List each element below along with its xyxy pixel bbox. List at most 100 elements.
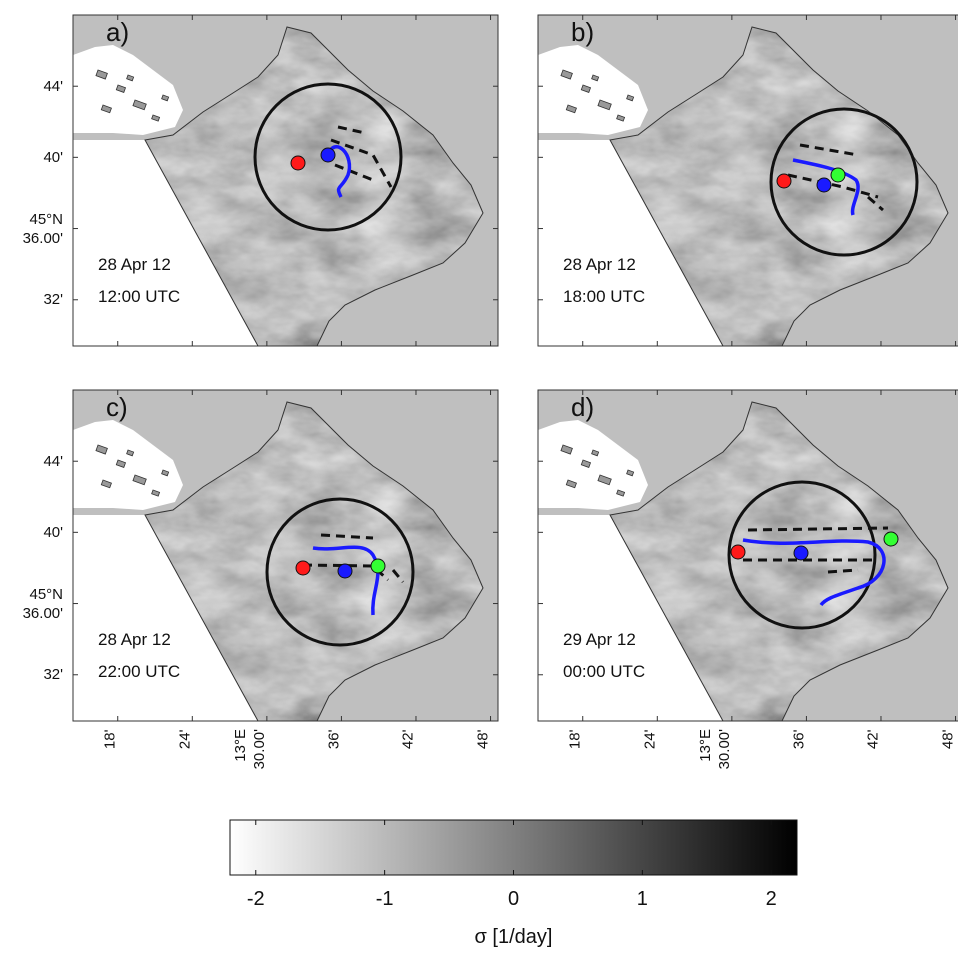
y-tick-label: 44' xyxy=(43,452,63,470)
colorbar-tick-label: 1 xyxy=(636,888,648,910)
marker-green xyxy=(883,531,899,547)
panel-frame xyxy=(537,389,958,722)
panel-label: b) xyxy=(571,17,595,47)
lagoon xyxy=(73,420,183,510)
x-tick-label: 36' xyxy=(325,729,343,749)
land xyxy=(73,515,258,721)
search-circle xyxy=(265,497,415,647)
x-tick-label: 13°E 30.00' xyxy=(231,729,268,770)
x-tick-label: 48' xyxy=(939,729,957,749)
drifter-track xyxy=(312,545,380,616)
marker-blue xyxy=(816,177,832,193)
x-tick-label: 13°E 30.00' xyxy=(696,729,733,770)
map-panel xyxy=(72,14,499,347)
drifter-track xyxy=(742,538,886,607)
x-tick-label: 18' xyxy=(566,729,584,749)
coastline xyxy=(144,401,484,722)
search-circle xyxy=(253,82,403,232)
panel-label: d) xyxy=(571,392,595,422)
lagoon xyxy=(73,45,183,135)
lagoon xyxy=(538,45,648,135)
marker-red xyxy=(295,560,311,576)
colorbar xyxy=(229,819,798,876)
lagoon xyxy=(538,420,648,510)
y-tick-label: 40' xyxy=(43,148,63,166)
colorbar-tick-label: -1 xyxy=(375,888,394,910)
island xyxy=(591,74,600,82)
x-tick-label: 36' xyxy=(790,729,808,749)
x-tick-label: 24' xyxy=(176,729,194,749)
island xyxy=(151,114,161,122)
colorbar-tick-label: -2 xyxy=(246,888,265,910)
map-panel xyxy=(537,389,958,722)
colorbar-tick-label: 2 xyxy=(765,888,777,910)
front-dashed xyxy=(302,563,390,582)
marker-green xyxy=(830,167,846,183)
island xyxy=(115,459,127,468)
island xyxy=(95,69,108,80)
island xyxy=(161,469,170,477)
front-dashed xyxy=(337,125,366,135)
front-dashed xyxy=(320,533,374,540)
island xyxy=(560,444,573,455)
land xyxy=(73,140,258,346)
island xyxy=(161,94,170,102)
y-tick-label: 32' xyxy=(43,291,63,309)
y-tick-label: 45°N 36.00' xyxy=(22,585,63,622)
island xyxy=(560,69,573,80)
drifter-track xyxy=(326,145,352,198)
y-tick-label: 40' xyxy=(43,523,63,541)
island xyxy=(565,479,577,489)
land xyxy=(538,515,723,721)
marker-green xyxy=(370,558,386,574)
colorbar-tick-label: 0 xyxy=(507,888,520,910)
x-tick-label: 42' xyxy=(864,729,882,749)
marker-blue xyxy=(793,545,809,561)
island xyxy=(580,459,592,468)
y-tick-label: 44' xyxy=(43,77,63,95)
front-dashed xyxy=(391,569,405,583)
panel-frame xyxy=(537,14,958,347)
map-panel xyxy=(72,389,499,722)
x-tick-label: 18' xyxy=(101,729,119,749)
panel-time: 22:00 UTC xyxy=(98,662,181,681)
search-circle xyxy=(769,107,919,257)
panel-date: 29 Apr 12 xyxy=(563,630,636,649)
marker-blue xyxy=(320,147,336,163)
drifter-track xyxy=(792,158,860,216)
panel-frame xyxy=(72,389,499,722)
x-tick-label: 48' xyxy=(474,729,492,749)
panel-label: a) xyxy=(106,17,130,47)
island xyxy=(100,104,112,114)
panel-date: 28 Apr 12 xyxy=(98,630,171,649)
coastline xyxy=(144,26,484,347)
x-tick-label: 24' xyxy=(641,729,659,749)
island xyxy=(597,474,612,486)
x-tick-label: 42' xyxy=(399,729,417,749)
marker-red xyxy=(290,155,306,171)
marker-blue xyxy=(337,563,353,579)
island xyxy=(132,474,147,486)
map-panel xyxy=(537,14,958,347)
y-tick-label: 45°N 36.00' xyxy=(22,210,63,247)
island xyxy=(626,94,635,102)
panel-label: c) xyxy=(106,392,128,422)
front-dashed xyxy=(787,173,879,199)
island xyxy=(126,74,135,82)
panel-date: 28 Apr 12 xyxy=(98,255,171,274)
island xyxy=(115,84,127,93)
island xyxy=(132,99,147,111)
island xyxy=(580,84,592,93)
island xyxy=(151,489,161,497)
panel-time: 00:00 UTC xyxy=(563,662,646,681)
panel-date: 28 Apr 12 xyxy=(563,255,636,274)
island xyxy=(126,449,135,457)
panel-time: 18:00 UTC xyxy=(563,287,646,306)
island xyxy=(95,444,108,455)
y-tick-label: 32' xyxy=(43,666,63,684)
island xyxy=(626,469,635,477)
front-dashed xyxy=(799,143,859,157)
front-dashed xyxy=(827,568,859,574)
